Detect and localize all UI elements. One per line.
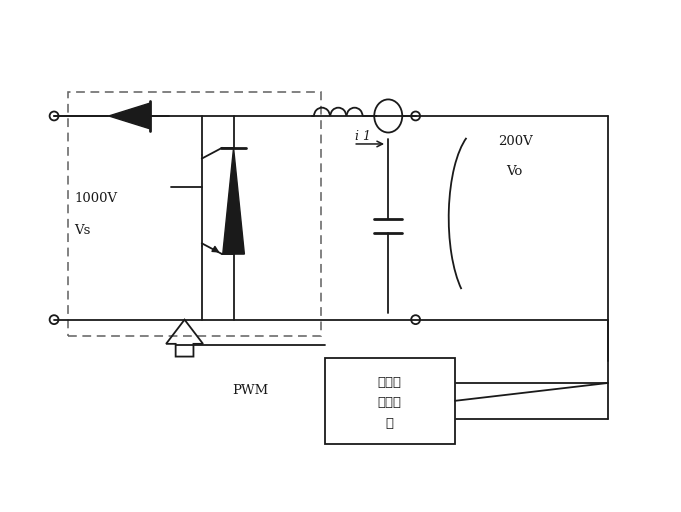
Text: i 1: i 1	[355, 130, 371, 143]
Text: 器: 器	[386, 417, 394, 430]
Text: PWM: PWM	[232, 385, 268, 397]
Polygon shape	[223, 148, 244, 254]
Text: 性仿真: 性仿真	[378, 396, 402, 409]
Bar	[68, 92, 321, 335]
Text: 200V: 200V	[498, 135, 533, 147]
Bar	[325, 358, 455, 444]
Polygon shape	[109, 103, 150, 129]
Text: Vo: Vo	[506, 164, 522, 178]
Text: 电池特: 电池特	[378, 376, 402, 390]
Text: 1000V: 1000V	[74, 192, 118, 205]
Text: Vs: Vs	[74, 224, 91, 237]
